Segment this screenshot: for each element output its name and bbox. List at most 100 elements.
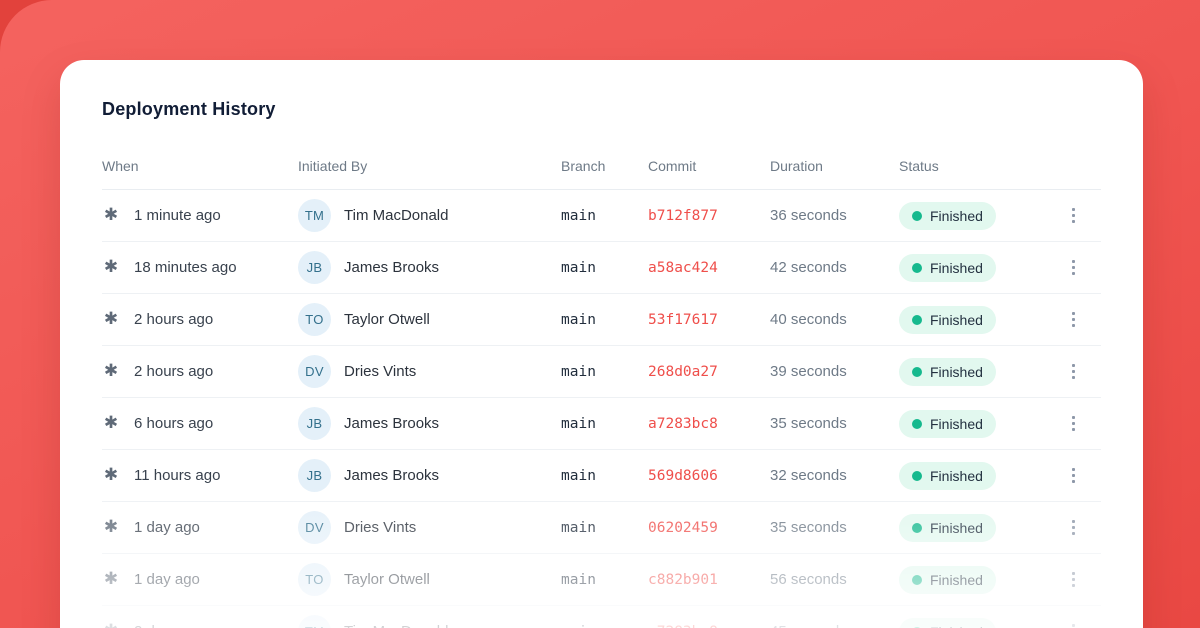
initiated-by-cell: TO Taylor Otwell [298, 563, 561, 596]
asterisk-icon: ✱ [103, 569, 119, 589]
commit-hash-link[interactable]: 53f17617 [648, 311, 718, 328]
deploy-duration: 32 seconds [770, 467, 847, 484]
row-menu-button[interactable] [1068, 514, 1079, 541]
column-header-branch: Branch [561, 158, 606, 174]
table-header: When Initiated By Branch Commit Duration… [102, 158, 1101, 190]
row-menu-button[interactable] [1068, 462, 1079, 489]
commit-hash-link[interactable]: 06202459 [648, 519, 718, 536]
user-name: Dries Vints [344, 519, 417, 536]
avatar-initials: TM [304, 208, 325, 223]
status-dot-icon [912, 262, 922, 273]
when-cell: ✱ 18 minutes ago [102, 257, 298, 277]
asterisk-icon: ✱ [103, 309, 119, 329]
row-menu-button[interactable] [1068, 254, 1079, 281]
kebab-menu-icon [1072, 624, 1076, 628]
status-label: Finished [930, 363, 983, 380]
table-row[interactable]: ✱ 1 day ago DV Dries Vints main 06202459… [102, 502, 1101, 554]
initiated-by-cell: TO Taylor Otwell [298, 303, 561, 336]
branch-name: main [561, 311, 596, 328]
user-name: James Brooks [344, 467, 440, 484]
status-badge: Finished [899, 513, 996, 542]
status-dot-icon [912, 210, 922, 221]
column-header-duration: Duration [770, 158, 823, 174]
status-dot-icon [912, 418, 922, 429]
commit-hash-link[interactable]: a58ac424 [648, 259, 718, 276]
user-avatar: JB [298, 407, 331, 440]
avatar-initials: DV [305, 364, 324, 379]
status-dot-icon [912, 314, 922, 325]
user-avatar: TO [298, 303, 331, 336]
table-row[interactable]: ✱ 2 hours ago TO Taylor Otwell main 53f1… [102, 294, 1101, 346]
status-dot-icon [912, 366, 922, 377]
commit-hash-link[interactable]: c882b901 [648, 571, 718, 588]
deploy-time: 2 hours ago [134, 311, 214, 328]
avatar-initials: JB [306, 468, 323, 483]
avatar-initials: DV [305, 520, 324, 535]
asterisk-icon: ✱ [103, 361, 119, 381]
asterisk-icon: ✱ [103, 257, 119, 277]
table-row[interactable]: ✱ 2 hours ago DV Dries Vints main 268d0a… [102, 346, 1101, 398]
column-header-when: When [102, 158, 139, 174]
when-cell: ✱ 2 hours ago [102, 309, 298, 329]
kebab-menu-icon [1072, 520, 1076, 524]
initiated-by-cell: JB James Brooks [298, 407, 561, 440]
commit-hash-link[interactable]: a7283bc8 [648, 624, 770, 628]
initiated-by-cell: TM Tim MacDonald [298, 199, 561, 232]
status-label: Finished [930, 571, 983, 588]
branch-name: main [561, 415, 596, 432]
kebab-menu-icon [1072, 468, 1076, 472]
user-avatar: TO [298, 563, 331, 596]
when-cell: ✱ 1 day ago [102, 519, 298, 537]
deploy-duration: 35 seconds [770, 519, 847, 536]
row-menu-button[interactable] [1068, 618, 1079, 628]
commit-hash-link[interactable]: 268d0a27 [648, 363, 718, 380]
deploy-time: 2 days ago [134, 623, 207, 628]
table-row[interactable]: ✱ 1 day ago TO Taylor Otwell main c882b9… [102, 554, 1101, 606]
row-menu-button[interactable] [1068, 202, 1079, 229]
initiated-by-cell: DV Dries Vints [298, 355, 561, 388]
branch-name: main [561, 624, 648, 628]
deploy-time: 2 hours ago [134, 363, 214, 380]
table-row[interactable]: ✱ 18 minutes ago JB James Brooks main a5… [102, 242, 1101, 294]
table-body: ✱ 1 minute ago TM Tim MacDonald main b71… [102, 190, 1101, 628]
table-row[interactable]: ✱ 1 minute ago TM Tim MacDonald main b71… [102, 190, 1101, 242]
status-label: Finished [930, 259, 983, 276]
commit-hash-link[interactable]: a7283bc8 [648, 415, 718, 432]
status-badge: Finished [899, 253, 996, 282]
deploy-duration: 35 seconds [770, 415, 847, 432]
kebab-menu-icon [1072, 208, 1076, 212]
branch-name: main [561, 259, 596, 276]
row-menu-button[interactable] [1068, 410, 1079, 437]
card-content: Deployment History When Initiated By Bra… [60, 60, 1143, 628]
status-label: Finished [930, 207, 983, 224]
avatar-initials: TO [305, 572, 324, 587]
user-name: James Brooks [344, 415, 440, 432]
column-header-status: Status [899, 158, 939, 174]
user-name: Tim MacDonald [344, 623, 448, 628]
status-label: Finished [930, 519, 983, 536]
status-dot-icon [912, 574, 922, 585]
initiated-by-cell: JB James Brooks [298, 251, 561, 284]
table-row[interactable]: ✱ 2 days ago TM Tim MacDonald main a7283… [102, 606, 1101, 628]
status-label: Finished [930, 415, 983, 432]
avatar-initials: JB [306, 260, 323, 275]
initiated-by-cell: TM Tim MacDonald [298, 615, 561, 628]
user-avatar: TM [298, 615, 331, 628]
kebab-menu-icon [1072, 312, 1076, 316]
commit-hash-link[interactable]: 569d8606 [648, 467, 718, 484]
row-menu-button[interactable] [1068, 566, 1079, 593]
when-cell: ✱ 6 hours ago [102, 415, 298, 433]
commit-hash-link[interactable]: b712f877 [648, 207, 718, 224]
table-row[interactable]: ✱ 6 hours ago JB James Brooks main a7283… [102, 398, 1101, 450]
deploy-duration: 36 seconds [770, 207, 847, 224]
asterisk-icon: ✱ [103, 205, 119, 225]
kebab-menu-icon [1072, 364, 1076, 368]
row-menu-button[interactable] [1068, 306, 1079, 333]
user-avatar: JB [298, 251, 331, 284]
table-row[interactable]: ✱ 11 hours ago JB James Brooks main 569d… [102, 450, 1101, 502]
user-name: James Brooks [344, 259, 440, 276]
kebab-menu-icon [1072, 416, 1076, 420]
user-avatar: DV [298, 355, 331, 388]
row-menu-button[interactable] [1068, 358, 1079, 385]
user-name: Dries Vints [344, 363, 417, 380]
